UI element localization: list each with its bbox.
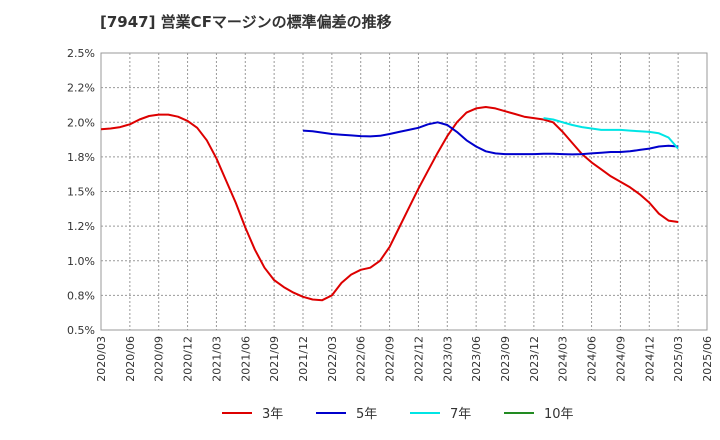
y-tick-label: 1.8% [67,151,95,164]
grid [101,53,707,330]
legend-label: 7年 [450,407,471,422]
x-tick-label: 2020/03 [95,336,108,382]
x-tick-label: 2020/06 [124,336,137,382]
y-tick-label: 1.0% [67,255,95,268]
series-lines [100,106,679,302]
y-tick-label: 2.5% [67,47,95,60]
x-tick-label: 2022/03 [326,336,339,382]
x-tick-label: 2021/12 [297,336,310,382]
x-tick-label: 2023/09 [499,336,512,382]
y-tick-label: 0.5% [67,324,95,337]
x-tick-label: 2023/12 [528,336,541,382]
x-tick-label: 2024/09 [614,336,627,382]
x-tick-label: 2025/03 [672,336,685,382]
legend-label: 10年 [544,407,574,422]
y-tick-label: 1.2% [67,220,95,233]
plot-area [100,52,708,331]
x-tick-label: 2023/06 [470,336,483,382]
x-tick-label: 2021/09 [268,336,281,382]
series-line [543,117,679,150]
y-tick-label: 1.5% [67,186,95,199]
x-tick-label: 2021/03 [210,336,223,382]
x-tick-label: 2023/03 [441,336,454,382]
x-tick-label: 2025/06 [701,336,714,382]
x-tick-label: 2022/09 [384,336,397,382]
legend-label: 5年 [356,407,377,422]
x-tick-label: 2020/12 [182,336,195,382]
series-line [302,121,679,156]
x-tick-label: 2020/09 [153,336,166,382]
x-tick-label: 2024/06 [586,336,599,382]
legend: 3年 5年 7年 10年 [222,407,574,422]
x-axis: 2020/03 2020/06 2020/09 2020/12 2021/03 2021/… [95,336,714,382]
x-tick-label: 2024/12 [643,336,656,382]
x-tick-label: 2021/06 [239,336,252,382]
x-tick-label: 2024/03 [557,336,570,382]
y-tick-label: 0.8% [67,289,95,302]
legend-label: 3年 [262,407,283,422]
y-axis: 0.5% 0.8% 1.0% 1.2% 1.5% 1.8% 2.0% 2.2% 2.5% [67,47,95,337]
y-tick-label: 2.2% [67,82,95,95]
chart-title: [7947] 営業CFマージンの標準偏差の推移 [100,13,392,31]
x-tick-label: 2022/12 [412,336,425,382]
x-tick-label: 2022/06 [355,336,368,382]
y-tick-label: 2.0% [67,116,95,129]
